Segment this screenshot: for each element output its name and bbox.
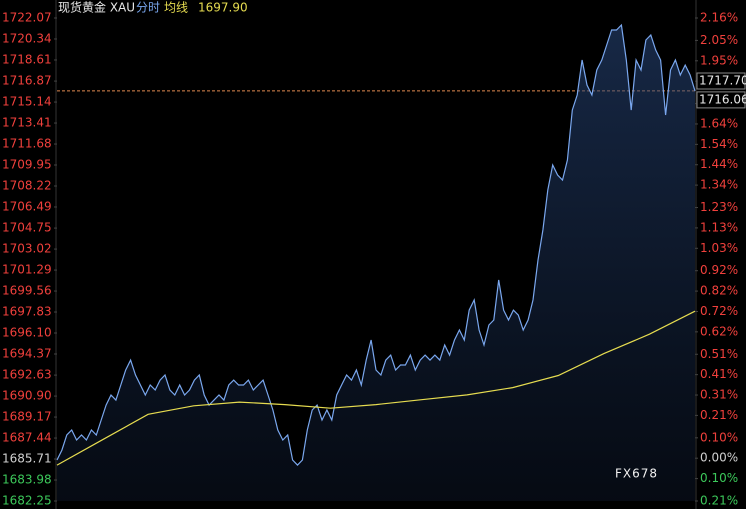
y-tick-label: 1706.49 — [2, 199, 52, 213]
title: 现货黄金 XAU — [58, 0, 135, 15]
y-tick-label: 1704.75 — [2, 221, 52, 235]
y2-tick-label: 1.95% — [700, 53, 738, 67]
y2-tick-label: 0.21% — [700, 408, 738, 422]
avg-value: 1697.90 — [198, 1, 248, 15]
y2-tick-label: 0.10% — [700, 471, 738, 485]
y2-tick-label: 0.92% — [700, 263, 738, 277]
y-tick-label: 1703.02 — [2, 242, 52, 256]
y-tick-label: 1692.63 — [2, 368, 52, 382]
y2-tick-label: 0.72% — [700, 304, 738, 318]
y-tick-label: 1697.83 — [2, 305, 52, 319]
y-tick-label: 1722.07 — [2, 11, 52, 25]
last-price-box — [696, 91, 746, 109]
y2-tick-label: 0.21% — [700, 494, 738, 508]
y-tick-label: 1683.98 — [2, 473, 52, 487]
y2-tick-label: 2.16% — [700, 11, 738, 25]
y2-tick-label: 0.00% — [700, 451, 738, 465]
y-tick-label: 1682.25 — [2, 494, 52, 508]
y-tick-label: 1689.17 — [2, 410, 52, 424]
y2-tick-label: 1.44% — [700, 157, 738, 171]
last-price-label: 1716.06 — [699, 92, 746, 106]
legend-entry: 分时 — [136, 1, 160, 15]
legend-entry: 均线 — [164, 1, 188, 15]
y-tick-label: 1685.71 — [2, 452, 52, 466]
y2-tick-label: 0.82% — [700, 284, 738, 298]
y2-tick-label: 1.13% — [700, 220, 738, 234]
y-tick-label: 1694.37 — [2, 346, 52, 360]
watermark: FX678 — [615, 467, 658, 481]
y-tick-label: 1720.34 — [2, 31, 52, 45]
y-tick-label: 1711.68 — [2, 137, 52, 151]
y-tick-label: 1716.87 — [2, 74, 52, 88]
price-line — [56, 23, 696, 466]
y-tick-label: 1699.56 — [2, 284, 52, 298]
y-tick-label: 1713.41 — [2, 116, 52, 130]
y2-tick-label: 1.03% — [700, 241, 738, 255]
average-line — [56, 310, 696, 466]
y2-tick-label: 0.62% — [700, 324, 738, 338]
y-tick-label: 1690.90 — [2, 389, 52, 403]
y2-tick-label: 1.64% — [700, 116, 738, 130]
y2-tick-label: 0.31% — [700, 388, 738, 402]
y-tick-label: 1709.95 — [2, 158, 52, 172]
y2-tick-label: 0.51% — [700, 347, 738, 361]
y2-tick-label: 0.41% — [700, 367, 738, 381]
y-tick-label: 1701.29 — [2, 263, 52, 277]
header: 现货黄金 XAU 分时 均线 1697.90 — [58, 0, 248, 15]
y-tick-label: 1718.61 — [2, 52, 52, 66]
y-tick-label: 1708.22 — [2, 178, 52, 192]
high-label-box — [696, 72, 746, 90]
y-tick-label: 1687.44 — [2, 431, 52, 445]
y-tick-label: 1715.14 — [2, 95, 52, 109]
y2-tick-label: 1.34% — [700, 178, 738, 192]
y-tick-label: 1696.10 — [2, 326, 52, 340]
y2-tick-label: 1.23% — [700, 200, 738, 214]
y2-tick-label: 2.05% — [700, 33, 738, 47]
high-label: 1717.70 — [699, 74, 746, 88]
y2-tick-label: 1.54% — [700, 137, 738, 151]
y2-tick-label: 0.10% — [700, 430, 738, 444]
